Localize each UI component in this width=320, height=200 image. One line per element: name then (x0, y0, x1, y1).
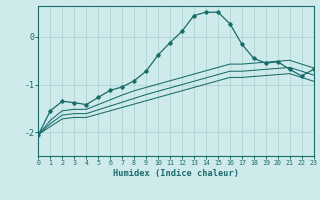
X-axis label: Humidex (Indice chaleur): Humidex (Indice chaleur) (113, 169, 239, 178)
